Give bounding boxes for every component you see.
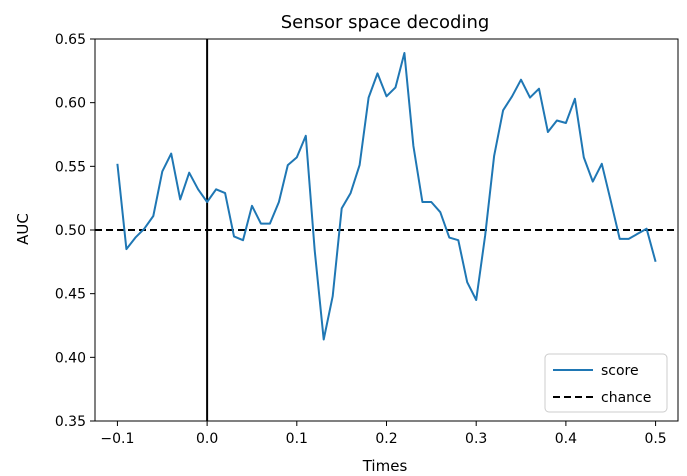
legend-score-label: score [601,363,639,379]
y-tick-label: 0.50 [55,223,86,239]
y-axis-ticks: 0.35 0.40 0.45 0.50 0.55 0.60 0.65 [55,32,95,430]
legend: score chance [544,353,668,413]
y-tick-label: 0.65 [55,32,86,48]
x-tick-label: 0.5 [644,431,666,447]
x-tick-label: 0.3 [465,431,487,447]
plot-area [95,39,678,421]
x-axis-ticks: −0.1 0.0 0.1 0.2 0.3 0.4 0.5 [100,421,667,447]
y-tick-label: 0.55 [55,159,86,175]
score-line [116,52,657,341]
chart-title: Sensor space decoding [281,12,490,33]
x-tick-label: 0.2 [375,431,397,447]
y-tick-label: 0.45 [55,287,86,303]
y-tick-label: 0.35 [55,414,86,430]
x-tick-label: 0.0 [196,431,218,447]
x-tick-label: 0.1 [286,431,308,447]
x-tick-label: −0.1 [100,431,134,447]
y-axis-label: AUC [14,213,32,245]
x-axis-label: Times [362,457,408,475]
legend-chance-label: chance [601,390,651,406]
y-tick-label: 0.40 [55,350,86,366]
x-tick-label: 0.4 [555,431,577,447]
y-tick-label: 0.60 [55,96,86,112]
